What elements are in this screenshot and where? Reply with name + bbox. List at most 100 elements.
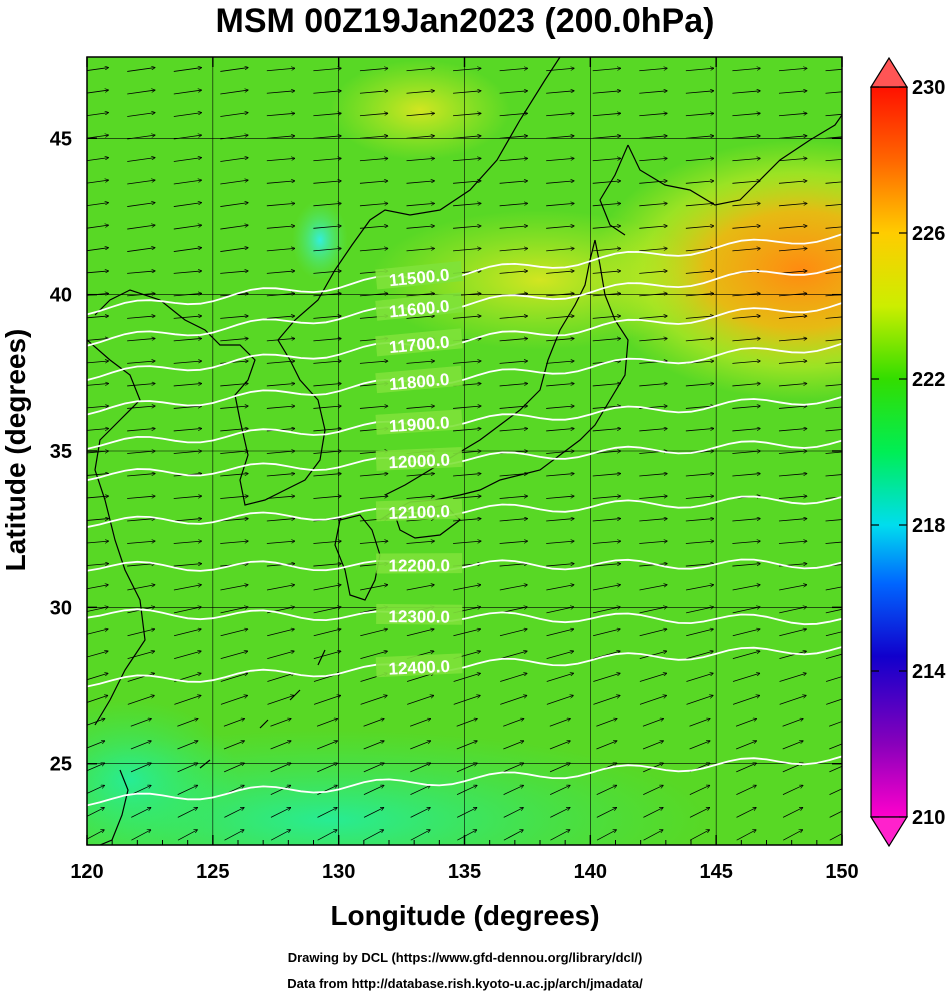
wind-arrow: [778, 203, 807, 207]
wind-arrow: [732, 673, 760, 682]
wind-arrow: [825, 203, 842, 207]
wind-arrow: [127, 651, 155, 660]
wind-arrow: [825, 541, 842, 544]
wind-arrow: [736, 830, 756, 841]
wind-arrow: [685, 271, 714, 274]
contour-line: [87, 264, 842, 347]
wind-arrow: [592, 406, 621, 409]
contour-label: 11900.0: [388, 413, 450, 436]
wind-arrow: [173, 180, 202, 185]
wind-arrow: [220, 180, 248, 185]
wind-arrow: [317, 763, 337, 773]
wind-arrow: [829, 810, 842, 818]
wind-arrow: [732, 607, 760, 614]
wind-arrow: [732, 651, 760, 660]
wind-arrow: [639, 651, 667, 660]
x-tick-label: 125: [196, 861, 229, 883]
wind-arrow: [778, 406, 807, 409]
wind-arrow: [177, 830, 197, 841]
wind-arrow: [825, 316, 842, 319]
contour-label-bg: [375, 365, 463, 394]
wind-arrow: [87, 361, 109, 363]
wind-arrow: [87, 68, 109, 71]
wind-arrow: [546, 474, 574, 477]
contour-label-bg: [375, 261, 463, 290]
wind-arrow: [499, 651, 527, 660]
wind-arrow: [266, 406, 295, 409]
wind-arrow: [732, 564, 760, 567]
wind-arrow: [410, 808, 431, 818]
wind-arrow: [825, 519, 842, 522]
wind-arrow: [127, 496, 155, 499]
wind-arrow: [87, 383, 109, 385]
wind-arrow: [406, 68, 435, 72]
contour-label-bg: [375, 446, 463, 471]
wind-arrow: [825, 631, 842, 637]
wind-arrow: [732, 695, 760, 705]
wind-arrow: [546, 293, 574, 297]
wind-arrow: [732, 383, 760, 387]
wind-arrow: [87, 338, 109, 340]
wind-arrow: [313, 361, 341, 364]
wind-arrow: [220, 225, 248, 230]
wind-arrow: [266, 585, 295, 591]
wind-arrow: [406, 226, 435, 229]
wind-arrow: [546, 451, 574, 454]
wind-arrow: [406, 248, 435, 252]
wind-arrow: [127, 629, 155, 637]
wind-arrow: [549, 785, 570, 795]
contours: 11500.011600.011700.011800.011900.012000…: [87, 233, 842, 807]
colorbar-max-arrow: [869, 56, 909, 88]
wind-arrow: [87, 763, 104, 772]
wind-arrow: [639, 181, 667, 184]
wind-arrow: [87, 451, 109, 453]
wind-arrow: [592, 248, 621, 252]
wind-arrow: [453, 406, 481, 409]
wind-arrow: [593, 673, 620, 682]
wind-arrow: [825, 451, 842, 454]
wind-arrow: [499, 629, 527, 637]
wind-arrow: [313, 203, 341, 207]
wind-arrow: [87, 225, 109, 229]
wind-arrow: [596, 830, 616, 841]
wind-arrow: [639, 248, 667, 252]
wind-arrow: [220, 607, 248, 614]
wind-arrow: [732, 136, 760, 139]
wind-arrow: [220, 271, 248, 274]
wind-arrow: [732, 541, 760, 544]
wind-arrow: [825, 361, 842, 364]
wind-arrow: [266, 519, 295, 522]
wind-arrow: [360, 651, 387, 660]
wind-arrow: [592, 158, 621, 162]
coast-russia-korea: [94, 57, 561, 506]
contour-line: [87, 395, 842, 450]
wind-arrow: [410, 763, 430, 773]
wind-arrow: [220, 68, 248, 72]
wind-arrow: [87, 429, 109, 431]
wind-arrow: [546, 429, 574, 432]
wind-arrow: [127, 271, 155, 274]
wind-arrow: [406, 91, 435, 94]
wind-arrow: [220, 135, 248, 140]
wind-arrow: [220, 474, 248, 477]
wind-arrow: [453, 695, 481, 705]
wind-arrow: [173, 316, 202, 319]
wind-arrow: [453, 68, 481, 72]
wind-arrow: [453, 203, 481, 207]
wind-arrow: [778, 496, 807, 499]
wind-arrow: [503, 719, 524, 727]
wind-arrow: [503, 830, 523, 841]
wind-arrow: [87, 135, 109, 139]
wind-arrow: [127, 338, 155, 342]
wind-arrow: [177, 741, 197, 750]
coast-kyushu: [334, 514, 381, 601]
x-tick-label: 120: [70, 861, 103, 883]
wind-arrow: [546, 585, 574, 591]
wind-arrow: [360, 585, 388, 591]
wind-arrow: [313, 383, 341, 387]
x-tick-label: 140: [574, 861, 607, 883]
contour-label-bg: [375, 653, 463, 678]
colorbar-tick-label: 230: [912, 77, 945, 99]
wind-arrow: [499, 248, 528, 252]
wind-arrow: [359, 361, 388, 364]
